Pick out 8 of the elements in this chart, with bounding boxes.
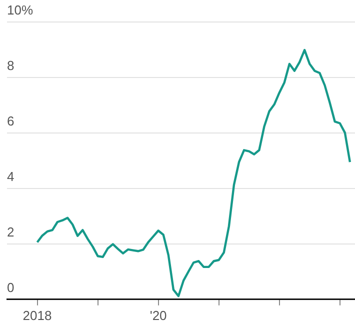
y-tick-label: 2 (7, 224, 14, 240)
x-tick-label: '20 (150, 308, 167, 323)
y-tick-label: 4 (7, 169, 14, 184)
y-tick-label: 0 (7, 280, 14, 295)
y-tick-label: 10% (7, 2, 34, 18)
y-tick-label: 6 (7, 114, 14, 129)
y-tick-label: 8 (7, 58, 14, 74)
x-tick-label: 2018 (22, 308, 52, 323)
